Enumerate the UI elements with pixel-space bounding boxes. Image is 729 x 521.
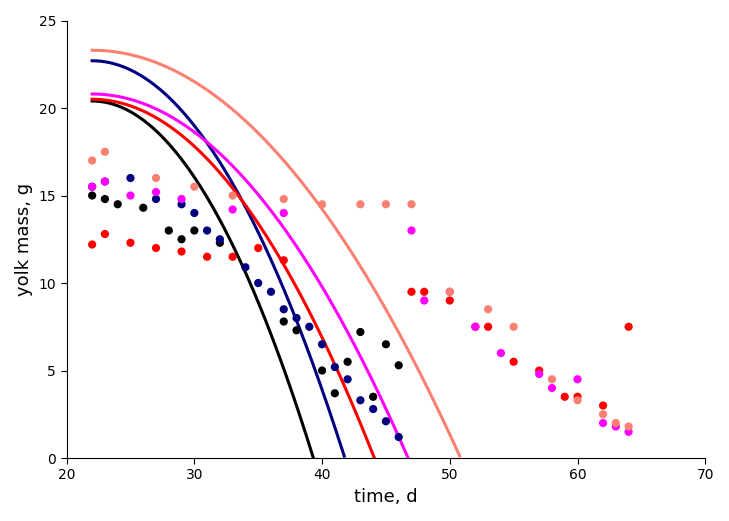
Point	[546, 384, 558, 392]
Point	[393, 433, 405, 441]
Point	[252, 244, 264, 252]
Point	[278, 209, 289, 217]
Point	[291, 326, 303, 334]
Point	[534, 370, 545, 378]
Point	[559, 393, 571, 401]
Point	[623, 322, 634, 331]
Point	[137, 204, 149, 212]
Point	[316, 200, 328, 208]
Point	[125, 174, 136, 182]
Point	[99, 195, 111, 203]
Point	[265, 288, 277, 296]
Point	[597, 401, 609, 410]
Point	[86, 240, 98, 249]
Point	[150, 174, 162, 182]
Point	[354, 396, 366, 404]
Point	[163, 226, 175, 234]
Point	[150, 244, 162, 252]
Point	[393, 361, 405, 369]
Point	[201, 226, 213, 234]
Point	[483, 322, 494, 331]
Point	[125, 239, 136, 247]
Point	[316, 340, 328, 349]
Point	[534, 366, 545, 375]
Point	[623, 428, 634, 436]
Point	[278, 317, 289, 326]
Point	[176, 200, 187, 208]
Point	[112, 200, 123, 208]
Point	[278, 256, 289, 265]
Point	[227, 191, 238, 200]
Point	[86, 156, 98, 165]
Point	[278, 195, 289, 203]
Point	[99, 177, 111, 185]
Point	[380, 200, 391, 208]
Point	[227, 253, 238, 261]
Point	[176, 235, 187, 243]
Point	[240, 263, 252, 271]
Point	[99, 177, 111, 185]
Point	[99, 230, 111, 238]
Point	[278, 305, 289, 314]
Point	[176, 247, 187, 256]
Point	[405, 200, 417, 208]
Point	[572, 396, 583, 404]
Point	[329, 363, 340, 371]
Point	[495, 349, 507, 357]
Point	[610, 419, 622, 427]
Point	[201, 253, 213, 261]
Point	[405, 226, 417, 234]
Point	[418, 288, 430, 296]
Point	[380, 417, 391, 426]
Point	[99, 147, 111, 156]
Point	[291, 314, 303, 322]
Point	[214, 239, 226, 247]
Point	[354, 200, 366, 208]
Point	[150, 188, 162, 196]
Point	[354, 328, 366, 336]
Point	[367, 393, 379, 401]
Point	[125, 191, 136, 200]
Point	[189, 226, 200, 234]
Point	[508, 322, 520, 331]
Point	[316, 366, 328, 375]
Point	[86, 182, 98, 191]
Point	[189, 182, 200, 191]
Point	[176, 195, 187, 203]
Point	[227, 205, 238, 214]
Point	[150, 195, 162, 203]
Point	[469, 322, 481, 331]
Point	[405, 288, 417, 296]
Point	[303, 322, 315, 331]
Point	[597, 419, 609, 427]
X-axis label: time, d: time, d	[354, 488, 418, 506]
Point	[469, 322, 481, 331]
Point	[367, 405, 379, 413]
Point	[508, 357, 520, 366]
Point	[252, 279, 264, 287]
Point	[597, 410, 609, 418]
Point	[444, 288, 456, 296]
Point	[86, 191, 98, 200]
Point	[418, 296, 430, 305]
Point	[623, 423, 634, 431]
Point	[546, 375, 558, 383]
Point	[444, 296, 456, 305]
Point	[380, 340, 391, 349]
Point	[189, 209, 200, 217]
Point	[214, 235, 226, 243]
Point	[329, 389, 340, 398]
Point	[572, 393, 583, 401]
Point	[483, 305, 494, 314]
Point	[342, 375, 354, 383]
Y-axis label: yolk mass, g: yolk mass, g	[15, 183, 33, 296]
Point	[610, 423, 622, 431]
Point	[86, 182, 98, 191]
Point	[342, 357, 354, 366]
Point	[572, 375, 583, 383]
Point	[444, 288, 456, 296]
